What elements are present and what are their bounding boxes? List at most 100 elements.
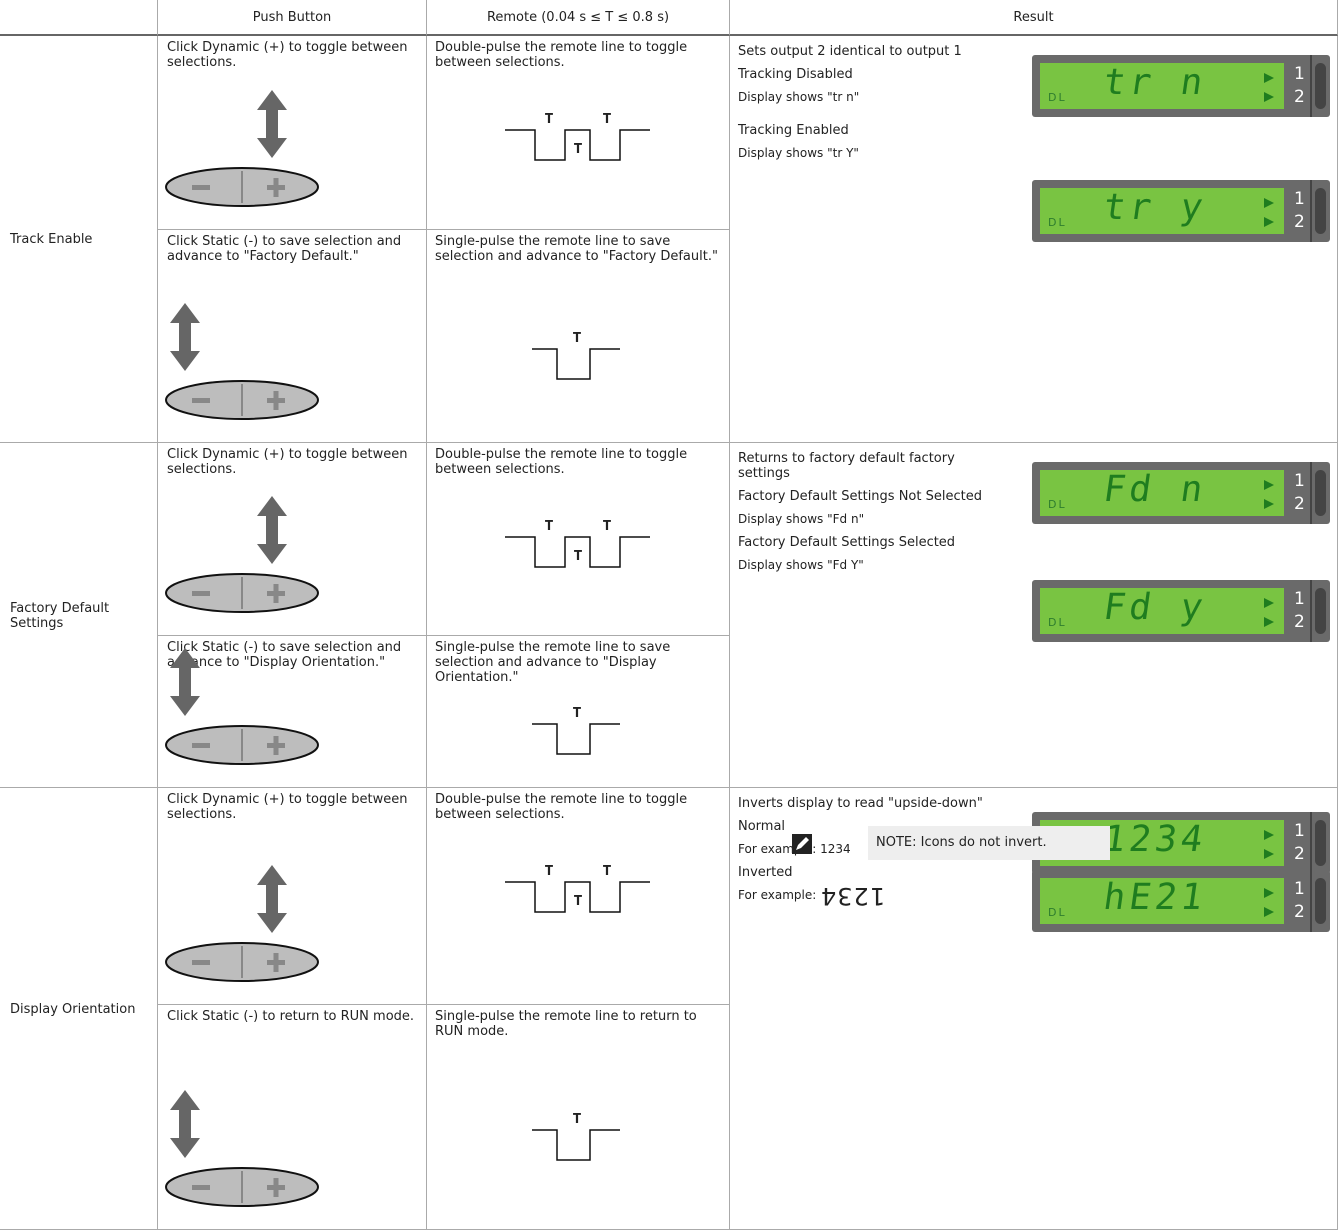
pulse-wave [505, 128, 655, 166]
lcd-arrow [1264, 73, 1274, 83]
lcd-arrow [1264, 830, 1274, 840]
push-text: Click Dynamic (+) to toggle between sele… [167, 40, 408, 70]
lcd-left: DL [1048, 906, 1067, 919]
button-icon-svg [165, 942, 319, 982]
pulse-label: T [603, 519, 611, 534]
header-cell: Result [730, 0, 1338, 36]
lcd-screen [1040, 878, 1284, 924]
lcd-arrow [1264, 480, 1274, 490]
push-cell [158, 788, 427, 1005]
arrow-icon [257, 865, 287, 937]
option-detail: For example: 1234 [738, 882, 988, 910]
group-cell [0, 36, 158, 443]
arrow-icon [170, 648, 200, 720]
row-label-text: Track Enable [10, 232, 93, 247]
lcd-out: 2 [1294, 844, 1305, 864]
pulse-wave [532, 347, 682, 385]
remote-cell [427, 36, 730, 230]
option-name: Normal [738, 819, 786, 834]
pulse-label: T [603, 864, 611, 879]
push-text: Click Static (-) to return to RUN mode. [167, 1009, 415, 1024]
lcd-main: tr n [1100, 62, 1210, 103]
button-icon-svg [165, 380, 319, 420]
lcd-arrow [1264, 92, 1274, 102]
option-detail-text: For example: [738, 888, 817, 902]
note-icon [790, 832, 814, 860]
pulse-wave-svg [532, 723, 620, 755]
push-text: Click Static (-) to save selection and a… [167, 234, 402, 264]
group-cell [0, 443, 158, 788]
row-label-text: Display Orientation [10, 1001, 136, 1017]
lcd-out: 1 [1294, 879, 1305, 899]
push-cell [158, 636, 427, 788]
pulse-label: T [545, 864, 553, 879]
lcd-display: DL tr y 1 2 [1032, 180, 1330, 242]
arrow-icon-svg [257, 90, 287, 158]
option-detail-text: Display shows "tr Y" [738, 146, 859, 160]
pulse-label: T [603, 112, 611, 127]
lcd-left: DL [1048, 498, 1067, 511]
pulse-label: T [574, 142, 582, 157]
lcd-arrow [1264, 617, 1274, 627]
result-text: Sets output 2 identical to output 1 Track… [738, 44, 988, 161]
remote-cell [427, 443, 730, 636]
lcd-main: Fd y [1100, 587, 1210, 628]
row-label: Track Enable [10, 36, 150, 443]
option-name: Inverted [738, 865, 793, 880]
header-cell [0, 0, 158, 36]
lcd-out: 1 [1294, 64, 1305, 84]
lcd-out: 1 [1294, 471, 1305, 491]
pulse-label: T [573, 330, 581, 346]
result-description: Inverts display to read "upside-down" [738, 796, 983, 811]
option-name: Tracking Enabled [738, 123, 849, 138]
lcd-arrow [1264, 849, 1274, 859]
lcd-sep [1310, 462, 1312, 524]
pulse-label: T [574, 549, 582, 564]
lcd-screen [1040, 188, 1284, 234]
remote-cell [427, 788, 730, 1005]
pulse-wave-svg [532, 1128, 620, 1161]
remote-text: Single-pulse the remote line to save sel… [435, 234, 718, 264]
lcd-out: 2 [1294, 494, 1305, 514]
arrow-icon [170, 1090, 200, 1162]
button-icon-svg [165, 725, 319, 765]
lcd-display: DL Fd y 1 2 [1032, 580, 1330, 642]
arrow-icon [170, 303, 200, 375]
button-icon-svg [165, 573, 319, 613]
remote-text: Double-pulse the remote line to toggle b… [435, 40, 688, 70]
pulse-label: T [573, 706, 581, 721]
lcd-arrow [1264, 499, 1274, 509]
option-detail: Display shows "tr Y" [738, 146, 988, 161]
option-detail: Display shows "Fd n" [738, 512, 988, 527]
lcd-pill [1315, 820, 1326, 866]
lcd-sep [1310, 55, 1312, 117]
arrow-icon-svg [170, 303, 200, 371]
pulse-wave-svg [532, 347, 620, 380]
lcd-out: 2 [1294, 902, 1305, 922]
button-icon [164, 573, 322, 619]
lcd-arrow [1264, 907, 1274, 917]
lcd-arrow [1264, 198, 1274, 208]
button-icon-svg [165, 167, 319, 207]
result-description: Returns to factory default factory setti… [738, 451, 955, 481]
arrow-icon [257, 90, 287, 162]
pulse-label: T [573, 1111, 581, 1127]
pulse-label: T [545, 112, 553, 127]
lcd-display: DL hE21 1 2 [1032, 870, 1330, 932]
button-icon [164, 167, 322, 213]
push-text: Click Dynamic (+) to toggle between sele… [167, 792, 408, 822]
row-label: Display Orientation [10, 788, 150, 1230]
remote-cell [427, 230, 730, 443]
pulse-wave [505, 535, 655, 573]
lcd-left: DL [1048, 616, 1067, 629]
option-detail-text: Display shows "Fd Y" [738, 558, 864, 572]
option-name: Factory Default Settings Not Selected [738, 489, 982, 504]
row-label: Factory Default Settings [10, 443, 150, 788]
option-name: Tracking Disabled [738, 67, 853, 82]
arrow-icon-svg [257, 496, 287, 564]
row-label-text: Factory Default Settings [10, 600, 110, 631]
remote-text: Double-pulse the remote line to toggle b… [435, 792, 688, 822]
push-cell [158, 230, 427, 443]
option-detail: Display shows "Fd Y" [738, 558, 988, 573]
